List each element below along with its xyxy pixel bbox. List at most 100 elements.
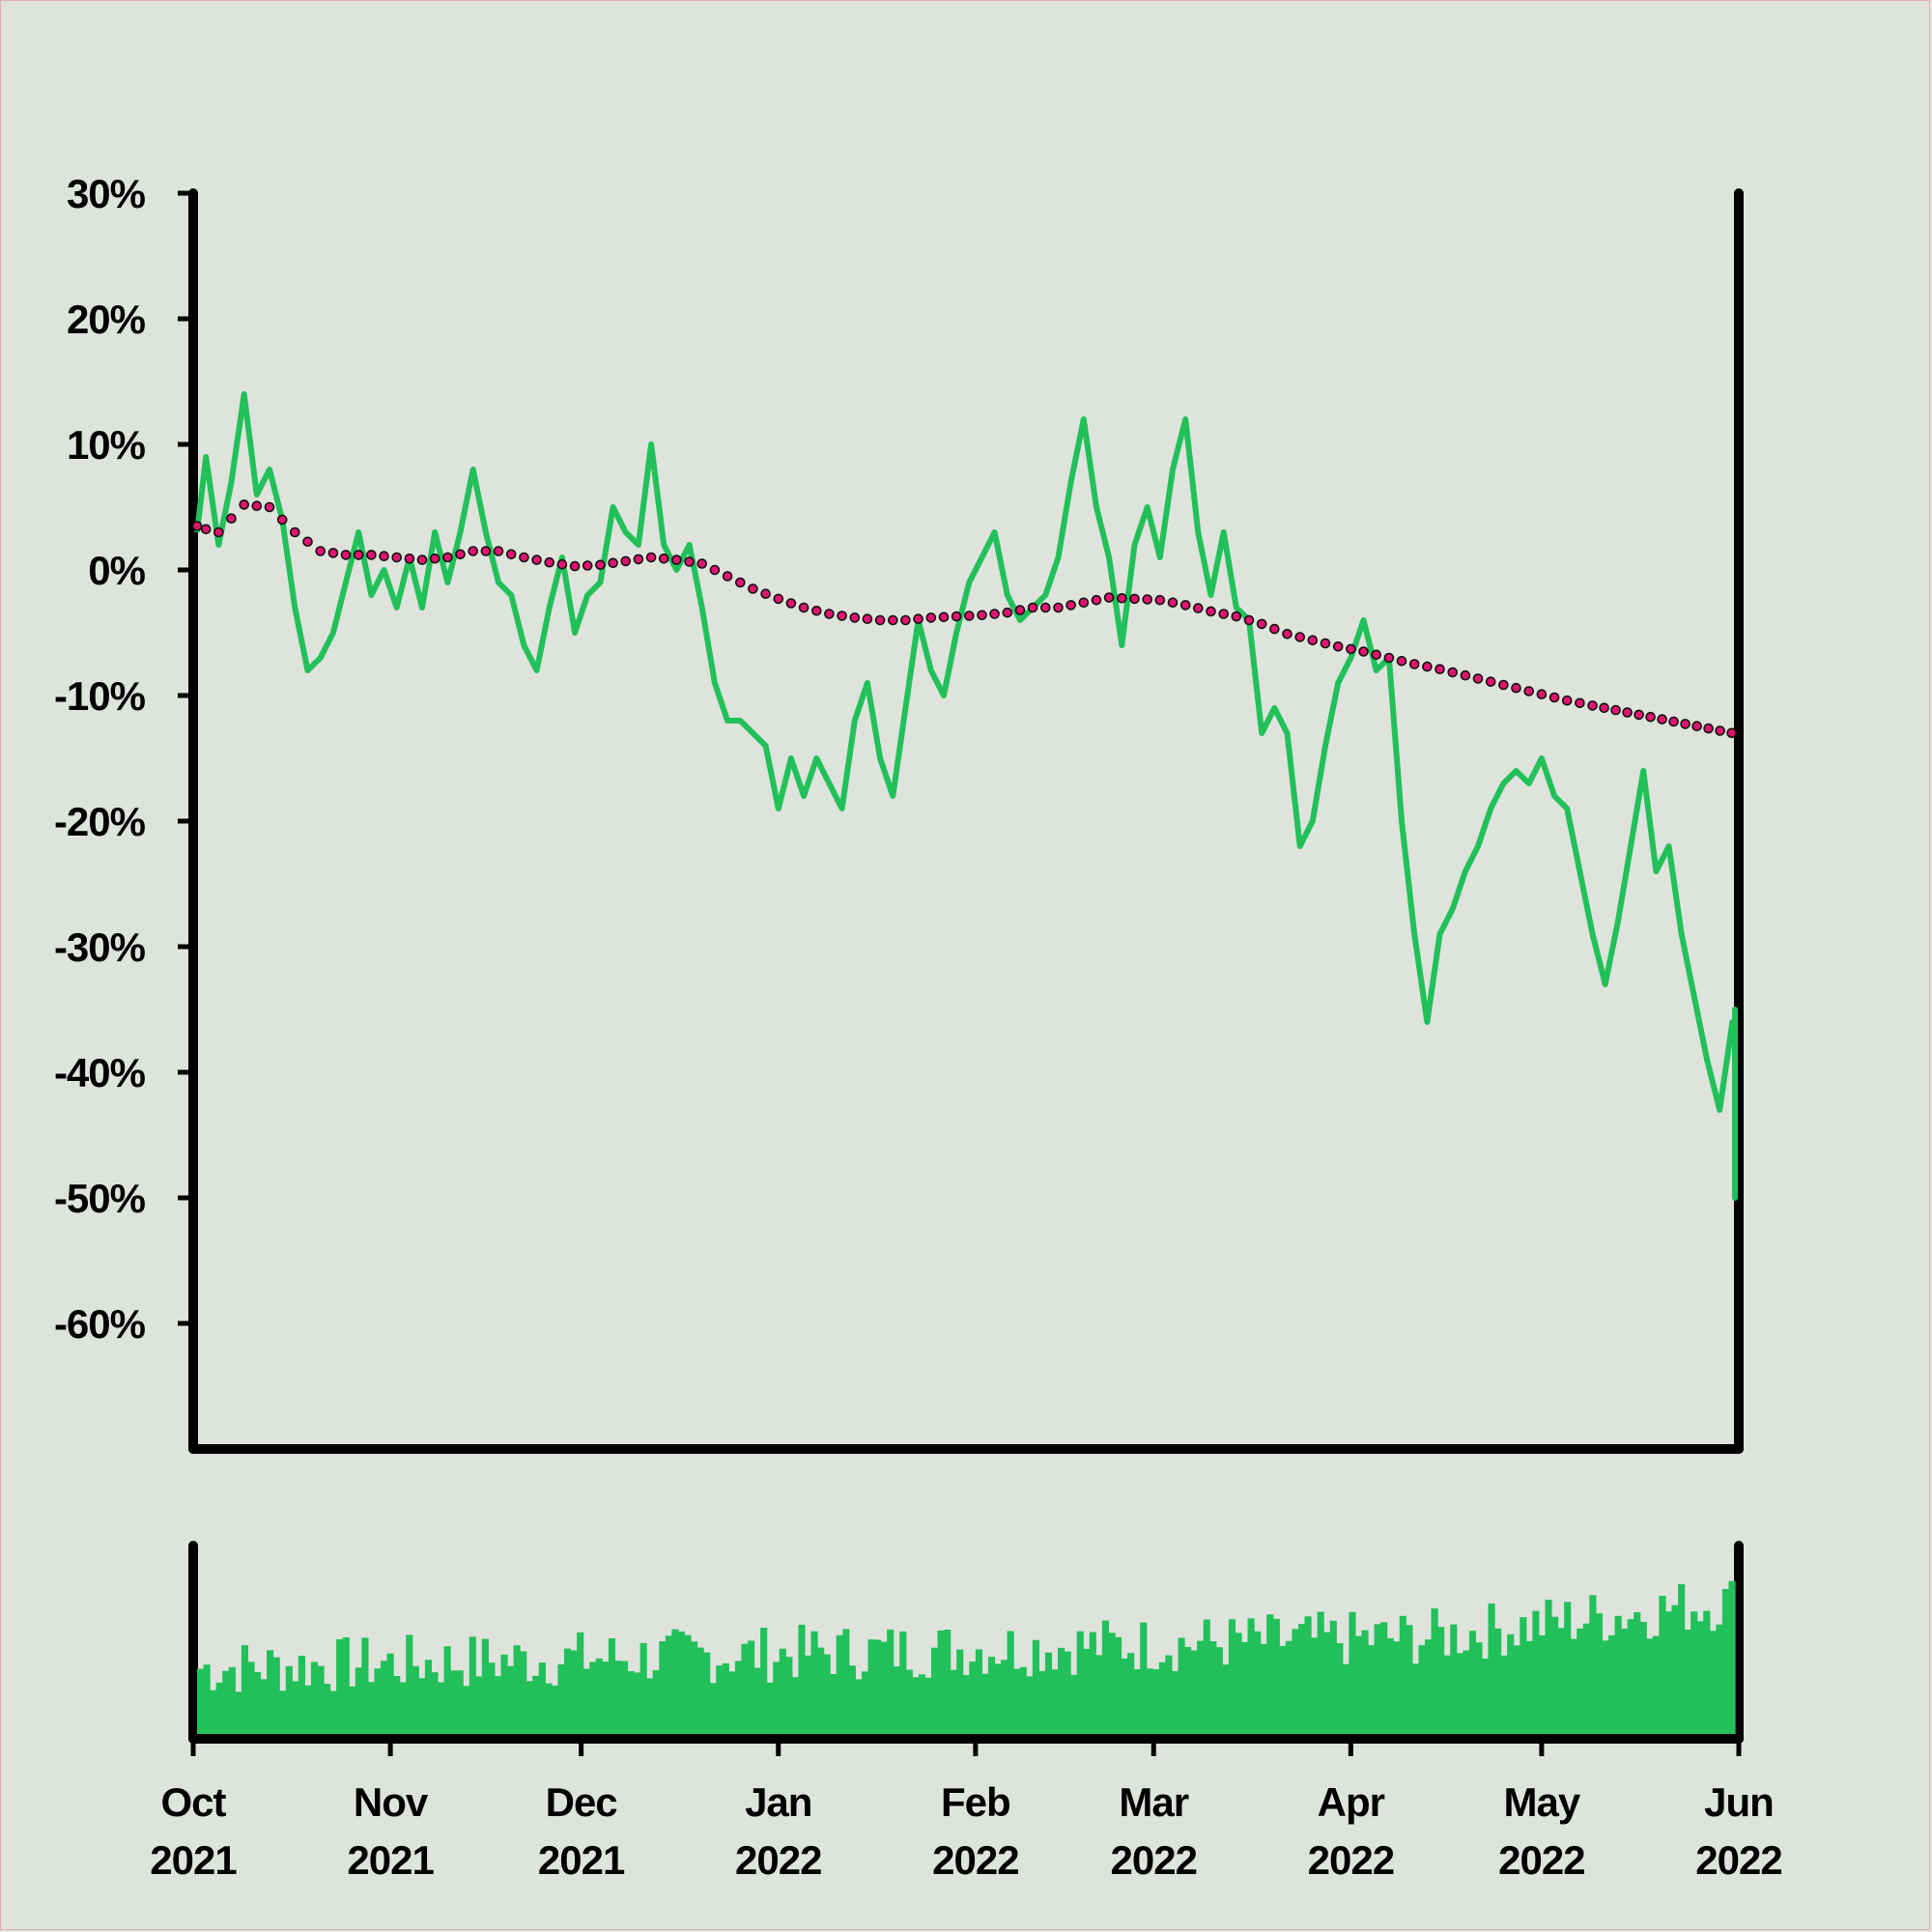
trend-point xyxy=(1014,605,1026,615)
trend-point xyxy=(862,613,873,625)
trend-point xyxy=(1040,602,1051,613)
volume-bar xyxy=(1203,1619,1210,1739)
volume-bar xyxy=(747,1640,755,1739)
volume-bar xyxy=(1488,1603,1495,1739)
trend-point xyxy=(785,598,797,609)
volume-bar xyxy=(443,1646,451,1739)
volume-bar xyxy=(1197,1640,1205,1739)
volume-bar xyxy=(1507,1634,1515,1739)
trend-point xyxy=(1447,667,1458,678)
volume-bar xyxy=(1418,1645,1426,1739)
trend-point xyxy=(963,611,975,621)
volume-bar xyxy=(1044,1652,1053,1739)
volume-bar xyxy=(1614,1615,1622,1739)
trend-point xyxy=(1307,635,1319,646)
volume-bar xyxy=(349,1686,356,1739)
volume-bar xyxy=(1684,1630,1691,1739)
volume-bar xyxy=(1602,1640,1609,1739)
volume-bar xyxy=(1678,1584,1686,1739)
x-tick-label-year: 2022 xyxy=(735,1837,821,1883)
volume-bar xyxy=(1026,1676,1034,1739)
x-tick-label-month: Nov xyxy=(354,1779,429,1825)
volume-bar xyxy=(1399,1615,1406,1739)
trend-point xyxy=(569,560,581,572)
volume-bar xyxy=(734,1661,743,1739)
volume-bar xyxy=(1279,1645,1287,1739)
volume-bar xyxy=(614,1661,622,1739)
volume-bar xyxy=(861,1671,869,1739)
volume-bar xyxy=(1209,1641,1217,1739)
volume-bar xyxy=(1659,1595,1666,1739)
volume-bar xyxy=(1349,1611,1356,1739)
volume-bar xyxy=(577,1632,584,1739)
volume-bar xyxy=(1165,1655,1173,1739)
x-tick-label-year: 2021 xyxy=(538,1837,625,1883)
trend-point xyxy=(1129,593,1140,605)
trend-point xyxy=(977,610,987,621)
trend-point xyxy=(1218,609,1229,619)
trend-point xyxy=(748,583,758,594)
volume-bar xyxy=(1285,1640,1293,1739)
volume-bar xyxy=(602,1662,610,1739)
volume-bar xyxy=(684,1634,692,1739)
x-tick-label-year: 2021 xyxy=(347,1837,434,1883)
volume-bar xyxy=(620,1661,629,1739)
trend-point xyxy=(608,557,618,569)
trend-point xyxy=(391,552,403,563)
volume-bar xyxy=(520,1651,527,1739)
trend-point xyxy=(226,513,237,525)
trend-point xyxy=(645,552,657,563)
y-tick-label: -30% xyxy=(54,924,146,970)
volume-bar xyxy=(1437,1627,1445,1739)
volume-bar xyxy=(538,1662,546,1739)
volume-bar xyxy=(1607,1634,1616,1739)
volume-bar xyxy=(494,1676,502,1739)
y-axis: 30% 20% 10% 0% -10% -20% -30% -40% -50% -60% xyxy=(54,171,193,1347)
x-tick-label-month: Mar xyxy=(1119,1779,1188,1825)
x-tick-label-month: May xyxy=(1504,1779,1581,1825)
volume-bar xyxy=(1222,1664,1230,1739)
volume-bar xyxy=(545,1683,553,1739)
volume-bar xyxy=(728,1671,736,1739)
x-tick-label-year: 2022 xyxy=(1308,1837,1394,1883)
volume-bar xyxy=(526,1681,533,1739)
volume-bar xyxy=(475,1676,483,1739)
volume-bar xyxy=(285,1665,293,1739)
trend-point xyxy=(1053,602,1064,613)
volume-bar xyxy=(798,1624,806,1739)
trend-point xyxy=(191,521,203,531)
volume-bar xyxy=(1178,1637,1185,1739)
volume-bar xyxy=(627,1671,635,1739)
volume-bar xyxy=(1525,1640,1533,1739)
volume-bar xyxy=(1639,1621,1647,1739)
volume-bar xyxy=(1001,1660,1009,1739)
volume-bar xyxy=(1247,1618,1255,1739)
volume-bar xyxy=(260,1679,268,1739)
volume-bar xyxy=(1374,1624,1381,1739)
volume-bar xyxy=(1595,1613,1604,1739)
volume-bar xyxy=(791,1677,799,1739)
trend-point xyxy=(722,571,733,582)
trend-point xyxy=(353,550,364,560)
volume-bar xyxy=(1311,1637,1319,1739)
trend-point xyxy=(620,555,632,567)
volume-bar xyxy=(1038,1670,1046,1739)
volume-bar xyxy=(1240,1641,1249,1739)
volume-bar xyxy=(677,1631,686,1739)
trend-point xyxy=(1193,603,1204,613)
volume-bar xyxy=(1551,1616,1559,1739)
trend-point xyxy=(1680,719,1690,729)
trend-point xyxy=(289,526,300,538)
volume-bar xyxy=(893,1666,900,1739)
volume-bar xyxy=(1450,1624,1458,1739)
volume-bar xyxy=(956,1649,964,1739)
volume-bar xyxy=(424,1660,432,1739)
volume-bar xyxy=(1443,1655,1451,1739)
volume-bar xyxy=(431,1672,439,1739)
volume-bar xyxy=(937,1630,945,1739)
volume-bar xyxy=(773,1662,781,1739)
trend-point xyxy=(1472,673,1484,684)
volume-bar xyxy=(215,1682,223,1739)
trend-point xyxy=(1657,714,1667,724)
volume-bar xyxy=(342,1637,350,1739)
